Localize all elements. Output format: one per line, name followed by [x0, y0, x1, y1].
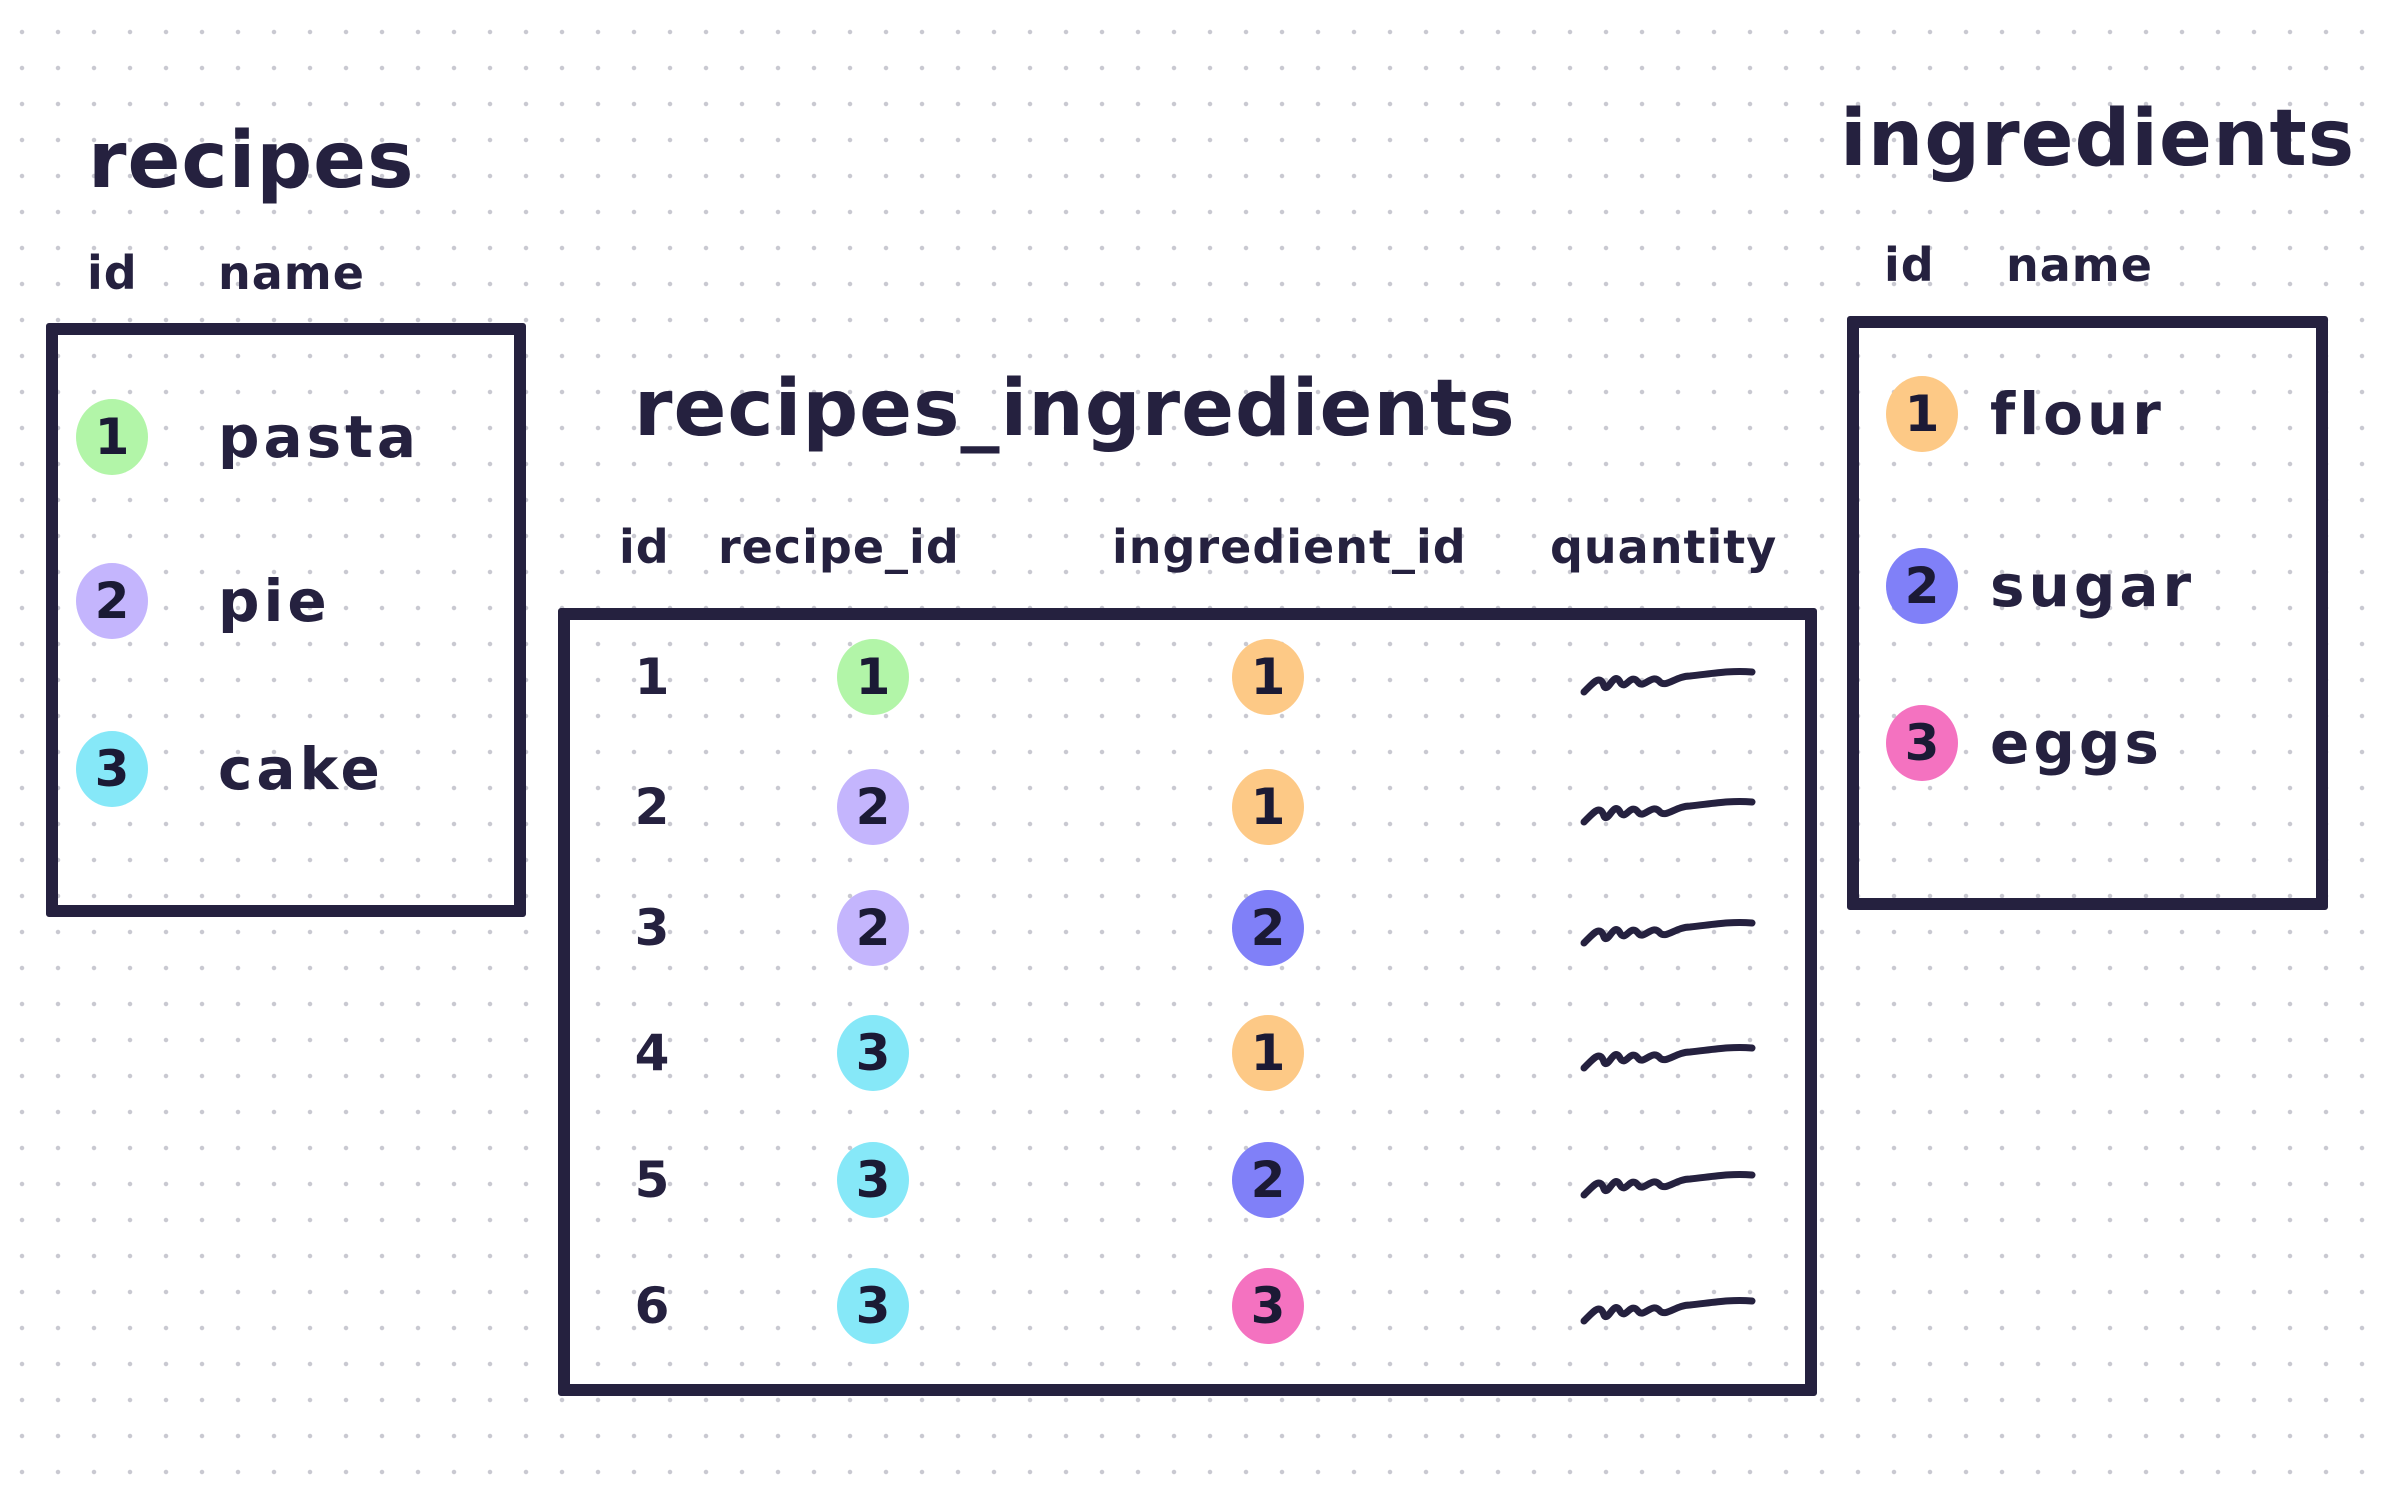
recipes-header-id: id — [87, 246, 138, 300]
ri-id: 1 — [634, 648, 670, 706]
ingredients-header-id: id — [1884, 238, 1935, 292]
quantity-scribble-icon — [1580, 1044, 1756, 1072]
ri-recipe-id-badge: 2 — [837, 890, 909, 966]
ingredient-id-badge: 1 — [1886, 376, 1958, 452]
recipe-name: pasta — [218, 403, 421, 471]
ri-recipe-id-badge: 3 — [837, 1268, 909, 1344]
quantity-scribble-icon — [1580, 798, 1756, 826]
ingredient-name: sugar — [1990, 552, 2196, 620]
ri-recipe-id-badge: 3 — [837, 1142, 909, 1218]
ri-ingredient-id-badge: 3 — [1232, 1268, 1304, 1344]
ri-recipe-id-badge: 1 — [837, 639, 909, 715]
recipes-ingredients-title: recipes_ingredients — [634, 364, 1516, 454]
ri-ingredient-id-badge: 1 — [1232, 1015, 1304, 1091]
recipe-id-badge: 2 — [76, 563, 148, 639]
ingredient-name: flour — [1990, 380, 2165, 448]
ri-header-quantity: quantity — [1550, 520, 1778, 574]
ri-id: 3 — [634, 899, 670, 957]
recipe-id-badge: 1 — [76, 399, 148, 475]
ri-ingredient-id-badge: 1 — [1232, 769, 1304, 845]
ri-id: 5 — [634, 1151, 670, 1209]
ingredient-id-badge: 3 — [1886, 705, 1958, 781]
ri-recipe-id-badge: 3 — [837, 1015, 909, 1091]
recipe-id-badge: 3 — [76, 731, 148, 807]
ri-header-id: id — [619, 520, 670, 574]
ri-id: 6 — [634, 1277, 670, 1335]
ri-id: 2 — [634, 778, 670, 836]
ri-header-recipe-id: recipe_id — [718, 520, 960, 574]
recipe-name: cake — [218, 735, 384, 803]
recipes-table — [46, 323, 526, 917]
ingredients-title: ingredients — [1840, 94, 2356, 184]
ingredient-id-badge: 2 — [1886, 548, 1958, 624]
recipes-title: recipes — [88, 116, 415, 206]
quantity-scribble-icon — [1580, 668, 1756, 696]
recipe-name: pie — [218, 567, 331, 635]
ri-id: 4 — [634, 1024, 670, 1082]
ri-header-ingredient-id: ingredient_id — [1112, 520, 1467, 574]
recipes-header-name: name — [218, 246, 365, 300]
ri-recipe-id-badge: 2 — [837, 769, 909, 845]
quantity-scribble-icon — [1580, 919, 1756, 947]
ri-ingredient-id-badge: 1 — [1232, 639, 1304, 715]
quantity-scribble-icon — [1580, 1297, 1756, 1325]
ingredient-name: eggs — [1990, 709, 2163, 777]
ingredients-table — [1847, 316, 2328, 910]
ri-ingredient-id-badge: 2 — [1232, 1142, 1304, 1218]
quantity-scribble-icon — [1580, 1171, 1756, 1199]
ri-ingredient-id-badge: 2 — [1232, 890, 1304, 966]
recipes-ingredients-table — [558, 608, 1817, 1396]
ingredients-header-name: name — [2006, 238, 2153, 292]
